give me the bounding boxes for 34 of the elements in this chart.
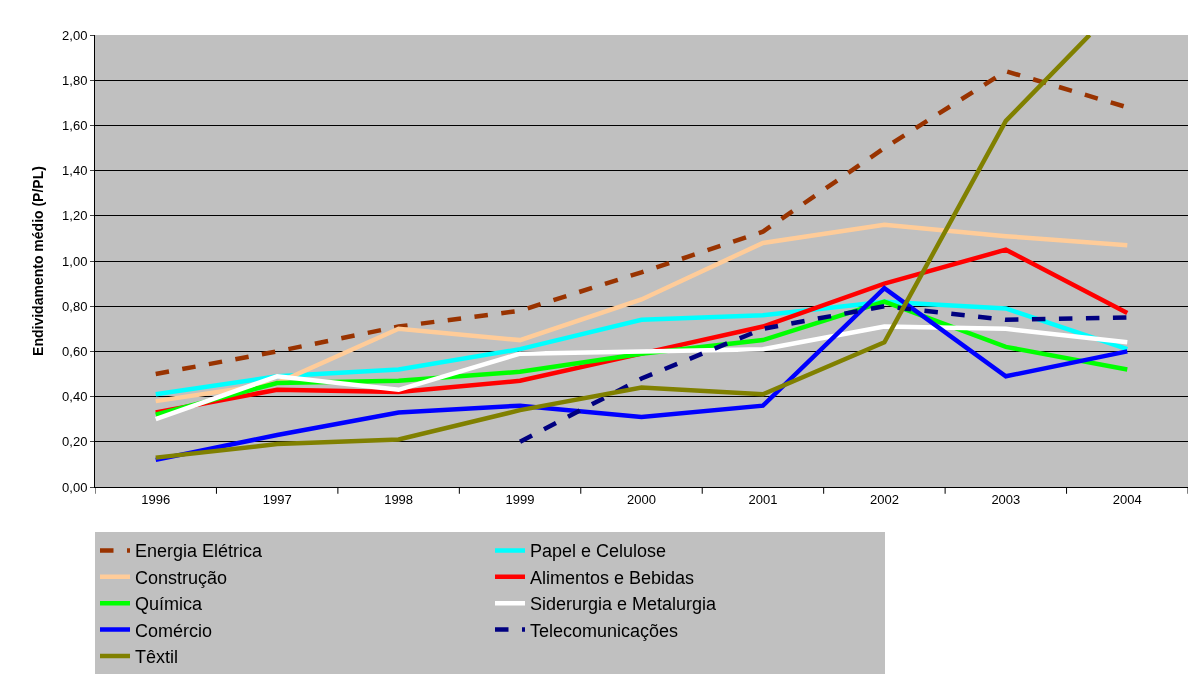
x-tick-label: 1998 — [384, 491, 414, 507]
y-tick-label: 1,40 — [62, 163, 88, 179]
line-series — [153, 35, 1092, 460]
y-tick-label: 2,00 — [62, 27, 88, 43]
line-series — [153, 222, 1130, 404]
y-tick-label: 0,80 — [62, 298, 88, 314]
x-tick-label: 2002 — [869, 491, 899, 507]
legend-label: Telecomunicações — [530, 620, 679, 641]
x-tick-label: 2000 — [627, 491, 656, 507]
x-tick-label: 2003 — [991, 491, 1021, 507]
legend-label: Siderurgia e Metalurgia — [530, 594, 718, 615]
y-tick-label: 0,00 — [62, 479, 88, 495]
y-tick-label: 0,40 — [62, 389, 88, 405]
y-tick-label: 1,00 — [62, 253, 88, 269]
x-tick-label: 2001 — [748, 491, 778, 507]
y-tick-label: 1,80 — [62, 72, 88, 88]
legend-label: Alimentos e Bebidas — [530, 567, 695, 588]
legend-label: Química — [135, 594, 204, 615]
y-tick-label: 1,60 — [62, 117, 88, 133]
x-tick-label: 1997 — [262, 491, 292, 507]
legend-label: Comércio — [135, 620, 213, 641]
y-tick-label: 1,20 — [62, 208, 88, 224]
x-tick-label: 1996 — [141, 491, 171, 507]
legend-label: Têxtil — [135, 647, 179, 668]
line-series — [153, 285, 1130, 463]
line-series — [153, 324, 1130, 422]
x-tick-label: 2004 — [1112, 491, 1142, 507]
legend-label: Energia Elétrica — [135, 541, 264, 562]
y-tick-label: 0,20 — [62, 434, 88, 450]
y-axis-title: Endividamento médio (P/PL) — [29, 166, 46, 356]
legend-label: Papel e Celulose — [530, 541, 667, 562]
legend-label: Construção — [135, 567, 228, 588]
x-tick-label: 1999 — [505, 491, 535, 507]
y-tick-label: 0,60 — [62, 343, 88, 359]
